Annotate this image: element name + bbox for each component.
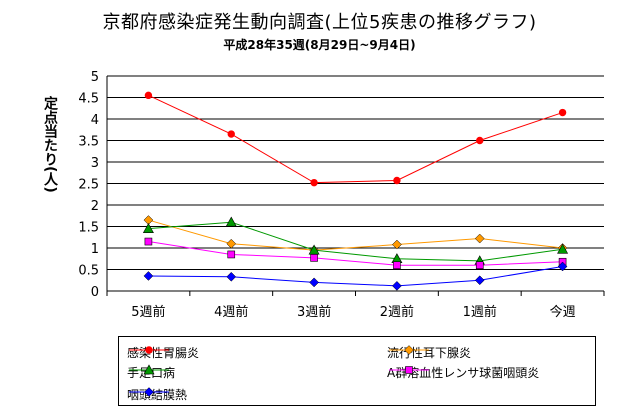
y-tick-label: 3: [91, 156, 99, 171]
series-line-4: [148, 241, 563, 266]
data-point: [144, 237, 153, 246]
legend-swatch: [389, 345, 429, 355]
y-tick-label: 3.5: [78, 135, 99, 150]
legend-swatch: [389, 366, 429, 374]
legend-label: 感染性胃腸炎: [127, 345, 200, 360]
y-tick-label: 1.5: [78, 221, 99, 236]
y-tick-label: 4.5: [78, 92, 99, 107]
y-tick-label: 5: [91, 70, 99, 85]
data-point: [393, 261, 401, 270]
legend-marker: [405, 366, 413, 374]
x-tick-label: 1週前: [463, 304, 497, 320]
x-tick-label: 5週前: [131, 304, 165, 320]
chart-subtitle: 平成28年35週(8月29日~9月4日): [223, 38, 416, 52]
legend-item: 流行性耳下腺炎: [387, 343, 471, 361]
legend-marker: [144, 387, 154, 397]
legend-swatch: [129, 346, 169, 354]
legend-item: A群溶血性レンサ球菌咽頭炎: [387, 363, 539, 381]
data-point: [227, 250, 236, 259]
series-line-3: [148, 221, 563, 262]
y-axis-label: 定点当たり(人): [42, 96, 58, 193]
data-point: [392, 239, 402, 250]
legend-swatch: [129, 387, 169, 397]
data-point: [310, 178, 318, 187]
data-point: [476, 136, 484, 145]
x-tick-label: 4週前: [214, 304, 248, 320]
data-point: [142, 223, 154, 233]
y-tick-label: 2.5: [78, 178, 99, 193]
y-tick-label: 2: [91, 199, 99, 214]
line-chart: 0 0.5 1 1.5 2 2.5 3 3.5 4 4.5 5 5週前 4週前 3週前 2週前 1週前 今週: [78, 70, 605, 320]
data-point: [393, 176, 401, 185]
x-tick-label: 今週: [550, 304, 576, 320]
data-point: [226, 271, 237, 282]
data-point: [392, 280, 402, 291]
legend-item: 手足口病: [127, 363, 175, 381]
legend-swatch: [129, 364, 169, 375]
data-point: [225, 216, 237, 227]
data-point: [558, 108, 567, 117]
data-point: [143, 271, 154, 281]
chart-title: 京都府感染症発生動向調査(上位5疾患の推移グラフ): [102, 12, 537, 33]
legend-marker: [145, 346, 153, 354]
legend-marker: [404, 345, 414, 355]
legend-item: 感染性胃腸炎: [127, 343, 199, 361]
y-tick-label: 4: [91, 113, 99, 128]
data-point: [475, 261, 484, 270]
series-line-2: [148, 219, 563, 251]
y-tick-label: 1: [91, 242, 99, 257]
data-point: [474, 233, 485, 244]
y-tick-label: 0.5: [78, 264, 99, 279]
x-tick-label: 2週前: [380, 304, 414, 320]
legend-item: 咽頭結膜熱: [127, 385, 187, 403]
series-line-5: [148, 265, 563, 287]
data-point: [226, 238, 237, 249]
data-point: [144, 91, 153, 100]
data-point: [557, 243, 569, 254]
series-line-1: [148, 94, 563, 184]
data-point: [557, 261, 568, 272]
legend-label: 咽頭結膜熱: [127, 387, 188, 402]
legend-marker: [143, 364, 155, 375]
data-point: [309, 277, 319, 288]
x-tick-label: 3週前: [297, 304, 331, 320]
legend-label: A群溶血性レンサ球菌咽頭炎: [387, 365, 540, 380]
data-point: [227, 130, 235, 138]
y-tick-label: 0: [91, 285, 99, 300]
data-point: [474, 275, 485, 286]
data-point: [310, 254, 318, 262]
